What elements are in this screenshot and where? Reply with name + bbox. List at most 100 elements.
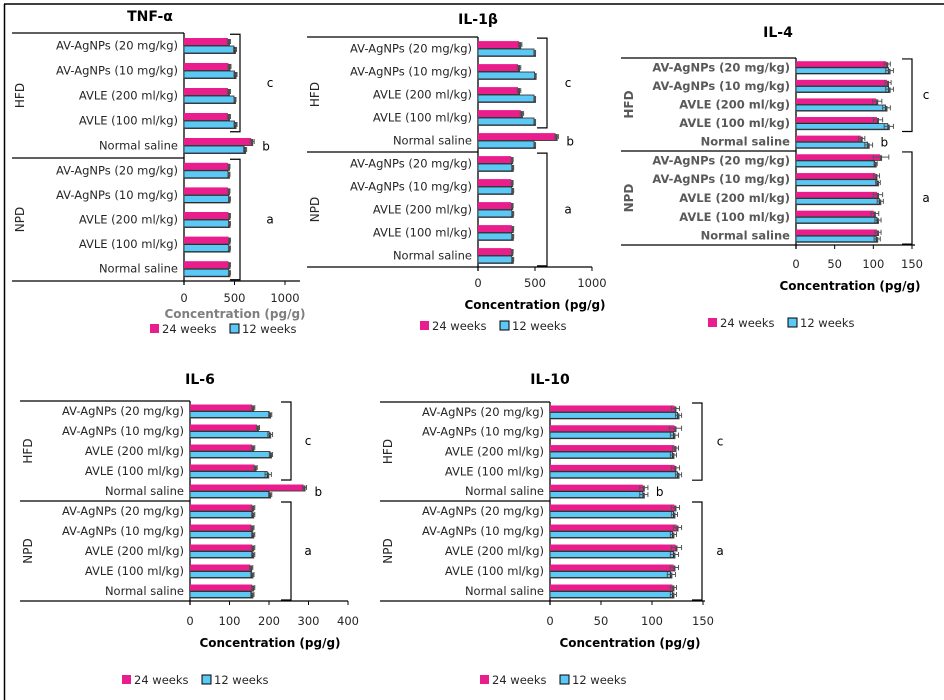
bar-24-weeks [184, 261, 229, 269]
significance-label: c [267, 76, 274, 90]
bar-24-weeks [184, 63, 229, 70]
group-label: NPD [21, 538, 35, 563]
bar-12-weeks [189, 511, 253, 518]
bar-12-weeks [795, 235, 877, 243]
significance-label: b [656, 485, 664, 499]
bar-12-weeks [189, 451, 271, 458]
x-tick-label: 500 [224, 291, 246, 305]
category-label: AVLE (200 ml/kg) [445, 445, 544, 459]
bar-12-weeks [795, 179, 878, 186]
bar-24-weeks [478, 179, 512, 186]
bar-24-weeks [550, 425, 675, 432]
group-label: NPD [308, 197, 322, 222]
bar-24-weeks [478, 202, 512, 209]
bar-12-weeks [795, 160, 876, 167]
bar-24-weeks [550, 445, 675, 451]
significance-bracket [537, 37, 548, 129]
bar-12-weeks [183, 70, 235, 79]
significance-bracket [281, 401, 292, 481]
bar-12-weeks [795, 86, 889, 93]
bar-12-weeks [183, 170, 229, 179]
legend-swatch-24-weeks [150, 324, 159, 333]
bar-12-weeks [477, 255, 513, 264]
x-axis-label: Concentration (pg/g) [164, 307, 305, 321]
chart-il1b: IL-1β AV-AgNPs (20 mg/kg) AV-AgNPs (10 mg/… [307, 12, 607, 333]
bar-12-weeks [477, 232, 513, 241]
category-label: AVLE (100 ml/kg) [85, 464, 184, 478]
legend-swatch-24-weeks [122, 675, 131, 684]
bar-12-weeks [189, 591, 252, 598]
category-label: AVLE (100 ml/kg) [445, 564, 544, 578]
x-tick-label: 0 [546, 614, 553, 628]
x-tick-label: 500 [524, 276, 546, 290]
bar-12-weeks [189, 551, 253, 558]
significance-bracket [692, 402, 703, 481]
bar-12-weeks [477, 94, 535, 103]
bar-12-weeks [549, 491, 644, 498]
bar-12-weeks [795, 104, 886, 111]
chart-il10: IL-10 AV-AgNPs (20 mg/kg) AV-AgNPs (10 mg/… [380, 372, 724, 687]
significance-bracket [537, 152, 548, 267]
bar-24-weeks [550, 405, 675, 412]
bar-12-weeks [549, 551, 674, 558]
legend-label-12-weeks: 12 weeks [572, 673, 627, 687]
bar-24-weeks [184, 236, 229, 244]
category-label: AV-AgNPs (20 mg/kg) [422, 504, 544, 518]
significance-label: a [266, 213, 273, 227]
significance-label: a [564, 203, 571, 217]
chart-il4: IL-4 AV-AgNPs (20 mg/kg) AV-AgNPs (10 mg/k… [621, 25, 930, 330]
x-tick-label: 1000 [577, 276, 606, 290]
x-axis-label: Concentration (pg/g) [559, 636, 700, 650]
bar-24-weeks [190, 404, 253, 411]
bar-12-weeks [183, 219, 229, 228]
bar-12-weeks [477, 186, 513, 195]
bar-24-weeks [550, 464, 675, 471]
bar-24-weeks [796, 98, 877, 104]
x-tick-label: 0 [186, 614, 193, 628]
x-tick-label: 100 [219, 614, 241, 628]
bar-24-weeks [190, 544, 253, 551]
legend-swatch-12-weeks [787, 317, 798, 328]
bar-12-weeks [795, 216, 878, 224]
category-label: AV-AgNPs (20 mg/kg) [56, 163, 178, 177]
category-label: AV-AgNPs (10 mg/kg) [62, 524, 184, 538]
bar-24-weeks [184, 38, 228, 45]
category-label: AVLE (100 ml/kg) [373, 226, 472, 240]
bar-12-weeks [795, 67, 889, 74]
bar-24-weeks [796, 135, 861, 142]
category-label: AV-AgNPs (20 mg/kg) [422, 405, 544, 419]
bar-24-weeks [190, 504, 253, 511]
x-axis-label: Concentration (pg/g) [199, 636, 340, 650]
x-tick-label: 50 [594, 614, 609, 628]
legend-label-24-weeks: 24 weeks [492, 673, 547, 687]
bar-24-weeks [478, 87, 519, 94]
group-label: NPD [622, 184, 636, 213]
x-tick-label: 50 [827, 257, 842, 271]
category-label: AV-AgNPs (20 mg/kg) [62, 504, 184, 518]
category-label: Normal saline [701, 135, 791, 149]
category-label: AV-AgNPs (10 mg/kg) [350, 180, 472, 194]
group-label: NPD [381, 538, 395, 563]
legend: 24 weeks 12 weeks [122, 673, 269, 687]
category-label: AVLE (100 ml/kg) [679, 210, 790, 224]
category-label: Normal saline [465, 484, 544, 498]
significance-label: b [315, 485, 323, 499]
x-tick-label: 100 [862, 257, 884, 271]
chart-title: IL-10 [530, 372, 570, 388]
legend-swatch-12-weeks [229, 323, 240, 334]
significance-label: c [305, 434, 312, 448]
bar-12-weeks [183, 120, 235, 129]
category-label: AVLE (200 ml/kg) [679, 98, 790, 112]
x-axis-label: Concentration (pg/g) [779, 279, 920, 293]
legend: 24 weeks 12 weeks [150, 322, 297, 336]
bar-24-weeks [184, 187, 228, 195]
bar-24-weeks [190, 444, 253, 451]
bar-24-weeks [550, 504, 675, 511]
significance-label: b [566, 135, 574, 149]
bar-24-weeks [478, 225, 512, 232]
bar-24-weeks [796, 173, 876, 179]
bar-12-weeks [183, 95, 235, 104]
bar-12-weeks [795, 141, 869, 149]
category-label: AV-AgNPs (10 mg/kg) [350, 65, 472, 79]
